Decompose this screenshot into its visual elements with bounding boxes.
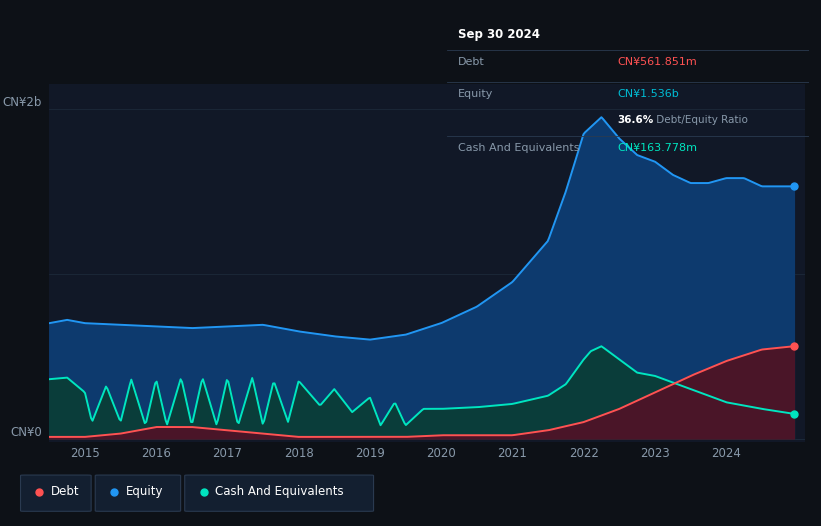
Text: Cash And Equivalents: Cash And Equivalents — [215, 485, 344, 498]
Text: Equity: Equity — [458, 89, 493, 99]
Text: Debt: Debt — [458, 57, 485, 67]
FancyBboxPatch shape — [185, 475, 374, 511]
Text: CN¥561.851m: CN¥561.851m — [617, 57, 697, 67]
FancyBboxPatch shape — [21, 475, 91, 511]
Text: CN¥2b: CN¥2b — [2, 96, 42, 109]
Text: Equity: Equity — [126, 485, 163, 498]
Text: Debt/Equity Ratio: Debt/Equity Ratio — [654, 115, 748, 125]
Text: Debt: Debt — [51, 485, 80, 498]
FancyBboxPatch shape — [95, 475, 181, 511]
Text: CN¥0: CN¥0 — [10, 426, 42, 439]
Text: CN¥1.536b: CN¥1.536b — [617, 89, 679, 99]
Text: CN¥163.778m: CN¥163.778m — [617, 144, 697, 154]
Text: Sep 30 2024: Sep 30 2024 — [458, 28, 540, 42]
Text: Cash And Equivalents: Cash And Equivalents — [458, 144, 580, 154]
Text: 36.6%: 36.6% — [617, 115, 654, 125]
